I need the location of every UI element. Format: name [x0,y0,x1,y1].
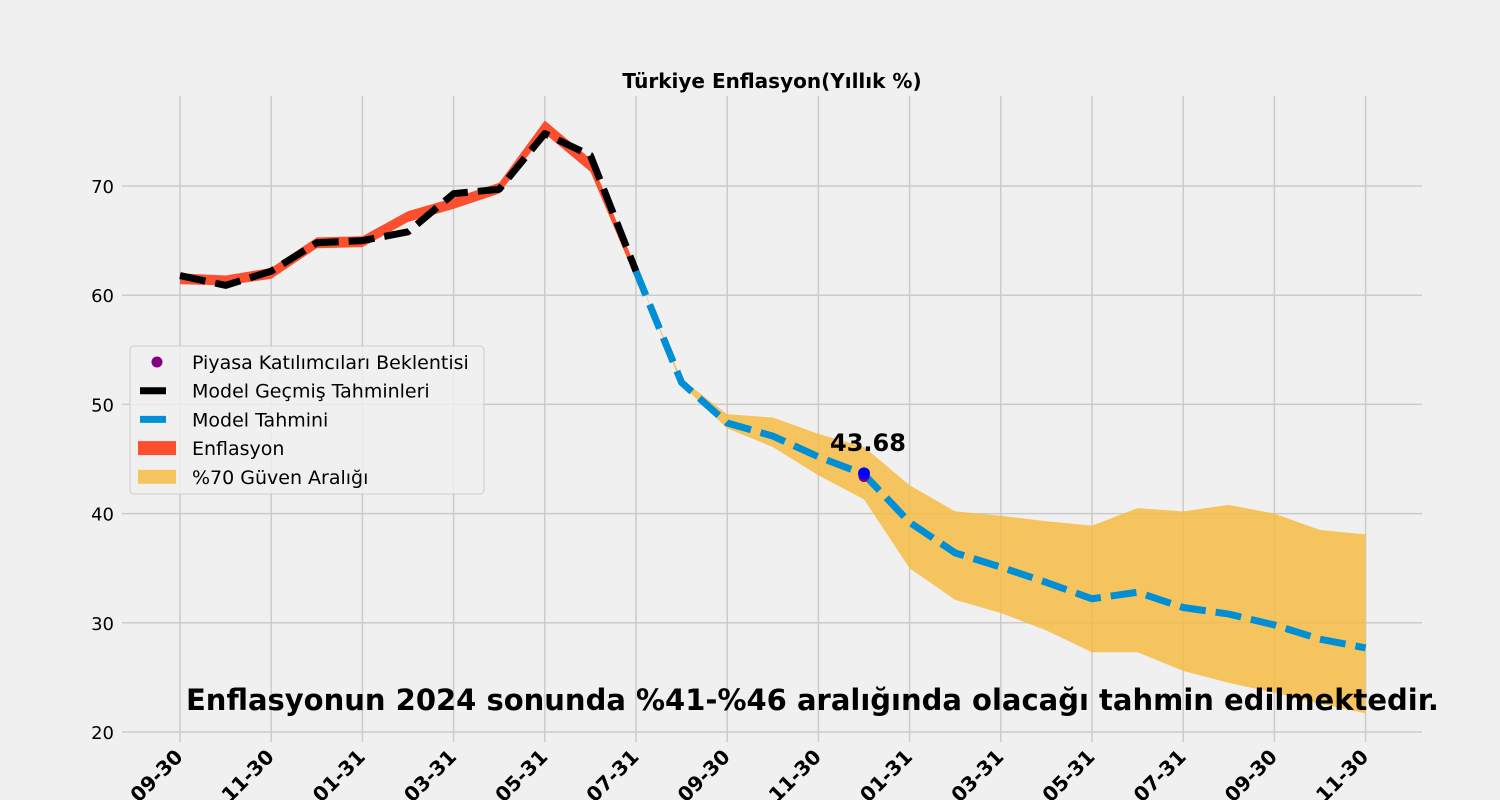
forecast-summary-text: Enflasyonun 2024 sonunda %41-%46 aralığı… [186,683,1439,717]
x-tick-label: 11-30 [217,745,279,800]
legend-label: Enflasyon [192,438,284,460]
y-tick-label: 70 [91,177,114,198]
x-tick-label: 11-30 [764,745,826,800]
x-tick-label: 05-31 [490,745,552,800]
legend-marker-patch [138,469,176,484]
chart-title: Türkiye Enflasyon(Yıllık %) [622,69,921,93]
x-tick-label: 03-31 [399,745,461,800]
x-tick-label: 05-31 [1037,745,1099,800]
x-tick-label: 01-31 [855,745,917,800]
y-tick-label: 60 [91,286,114,307]
legend-label: Piyasa Katılımcıları Beklentisi [192,352,469,374]
x-tick-label: 07-31 [1129,745,1191,800]
x-tick-label: 01-31 [308,745,370,800]
forecast-point [858,467,870,480]
confidence-interval-band [636,271,1366,714]
legend-marker-patch [138,441,176,456]
legend-label: Model Geçmiş Tahminleri [192,381,430,403]
x-tick-label: 09-30 [673,745,735,800]
points [858,467,870,482]
legend-label: %70 Güven Aralığı [192,467,368,489]
y-tick-label: 40 [91,505,114,526]
y-tick-label: 30 [91,614,114,635]
value-annotation: 43.68 [830,429,906,457]
legend-box [129,345,485,495]
y-tick-label: 50 [91,395,114,416]
legend-label: Model Tahmini [192,409,328,431]
y-tick-label: 20 [91,723,114,744]
lines [179,130,1367,652]
legend-marker-market [151,356,163,368]
x-tick-label: 07-31 [581,745,643,800]
x-tick-label: 09-30 [1220,745,1282,800]
legend: Piyasa Katılımcıları Beklentisi Model Geç… [129,345,485,495]
model-past-estimates-line [179,130,640,289]
x-tick-label: 03-31 [946,745,1008,800]
x-tick-label: 11-30 [1311,745,1373,800]
x-tick-label: 09-30 [125,745,187,800]
